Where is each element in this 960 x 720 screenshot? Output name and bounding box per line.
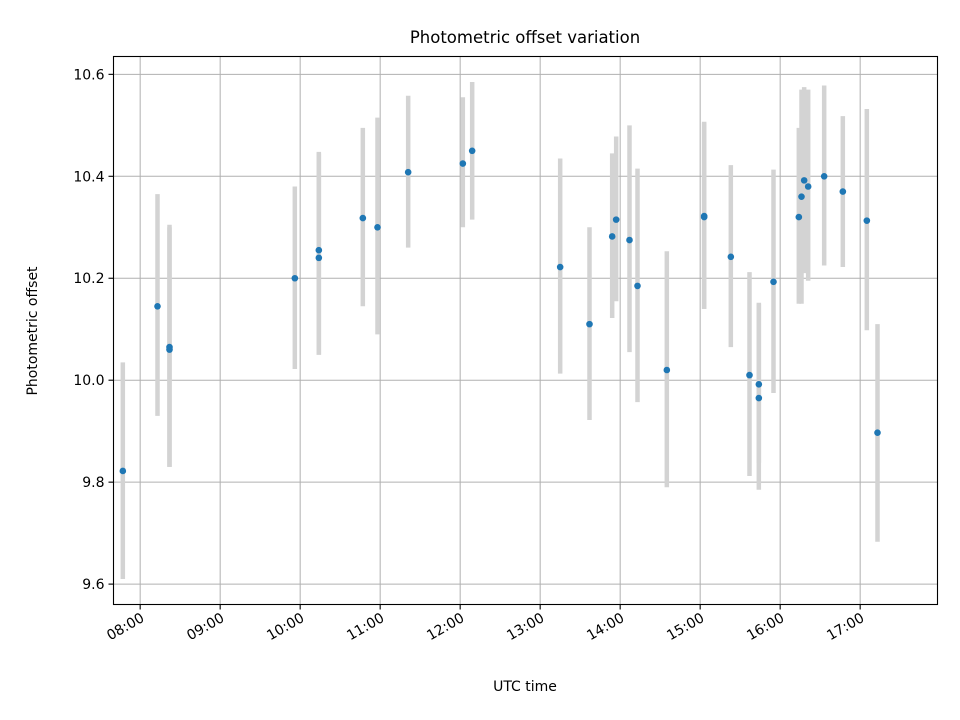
plot-frame bbox=[112, 55, 939, 606]
data-point bbox=[800, 177, 808, 184]
data-point bbox=[359, 214, 367, 222]
data-points bbox=[119, 147, 881, 475]
x-tick-label: 12:00 bbox=[424, 610, 467, 644]
data-point bbox=[626, 236, 633, 244]
x-axis-ticks: 08:00 09:00 10:00 11:00 12:00 13:00 14:00 15:00… bbox=[104, 604, 867, 644]
data-point bbox=[798, 193, 805, 200]
data-point bbox=[770, 278, 777, 286]
y-axis-label: Photometric offset bbox=[25, 266, 41, 396]
data-point bbox=[608, 233, 616, 240]
data-point bbox=[804, 183, 812, 190]
x-tick-label: 09:00 bbox=[184, 610, 227, 644]
data-point bbox=[863, 217, 871, 224]
x-tick-label: 13:00 bbox=[504, 610, 547, 644]
data-point bbox=[820, 172, 828, 180]
y-tick-label: 10.2 bbox=[73, 271, 104, 287]
y-tick-label: 10.4 bbox=[73, 169, 104, 185]
data-point bbox=[839, 188, 847, 195]
data-point bbox=[154, 302, 161, 310]
x-tick-label: 15:00 bbox=[664, 610, 707, 644]
data-point bbox=[315, 254, 323, 262]
data-point bbox=[166, 346, 173, 353]
data-point bbox=[459, 160, 467, 167]
y-axis-ticks: 9.6 9.8 10.0 10.2 10.4 10.6 bbox=[73, 67, 114, 593]
x-tick-label: 16:00 bbox=[744, 610, 787, 644]
x-tick-label: 08:00 bbox=[104, 610, 147, 644]
data-point bbox=[746, 371, 753, 379]
x-tick-label: 10:00 bbox=[264, 610, 307, 644]
x-tick-label: 11:00 bbox=[344, 610, 387, 644]
data-point bbox=[468, 147, 476, 155]
error-bars bbox=[120, 81, 880, 580]
data-point bbox=[291, 274, 299, 282]
data-point bbox=[404, 168, 412, 176]
y-tick-label: 9.6 bbox=[82, 577, 104, 593]
data-point bbox=[119, 467, 127, 475]
data-point bbox=[755, 380, 763, 388]
data-point bbox=[874, 429, 881, 437]
data-point bbox=[727, 253, 735, 261]
data-point bbox=[612, 216, 620, 223]
data-point bbox=[755, 394, 763, 402]
y-tick-label: 10.0 bbox=[73, 373, 104, 389]
data-point bbox=[795, 213, 803, 221]
data-point bbox=[315, 246, 323, 254]
data-point bbox=[556, 263, 564, 271]
grid-lines bbox=[113, 56, 938, 605]
y-tick-label: 9.8 bbox=[82, 475, 104, 491]
data-point bbox=[586, 320, 593, 328]
y-tick-label: 10.6 bbox=[73, 67, 104, 83]
x-axis-label: UTC time bbox=[493, 679, 557, 695]
x-tick-label: 17:00 bbox=[824, 610, 867, 644]
data-point bbox=[663, 366, 671, 374]
data-point bbox=[634, 282, 641, 290]
data-point bbox=[700, 213, 708, 221]
x-tick-label: 14:00 bbox=[584, 610, 627, 644]
data-point bbox=[374, 223, 381, 231]
chart-title: Photometric offset variation bbox=[410, 28, 640, 47]
